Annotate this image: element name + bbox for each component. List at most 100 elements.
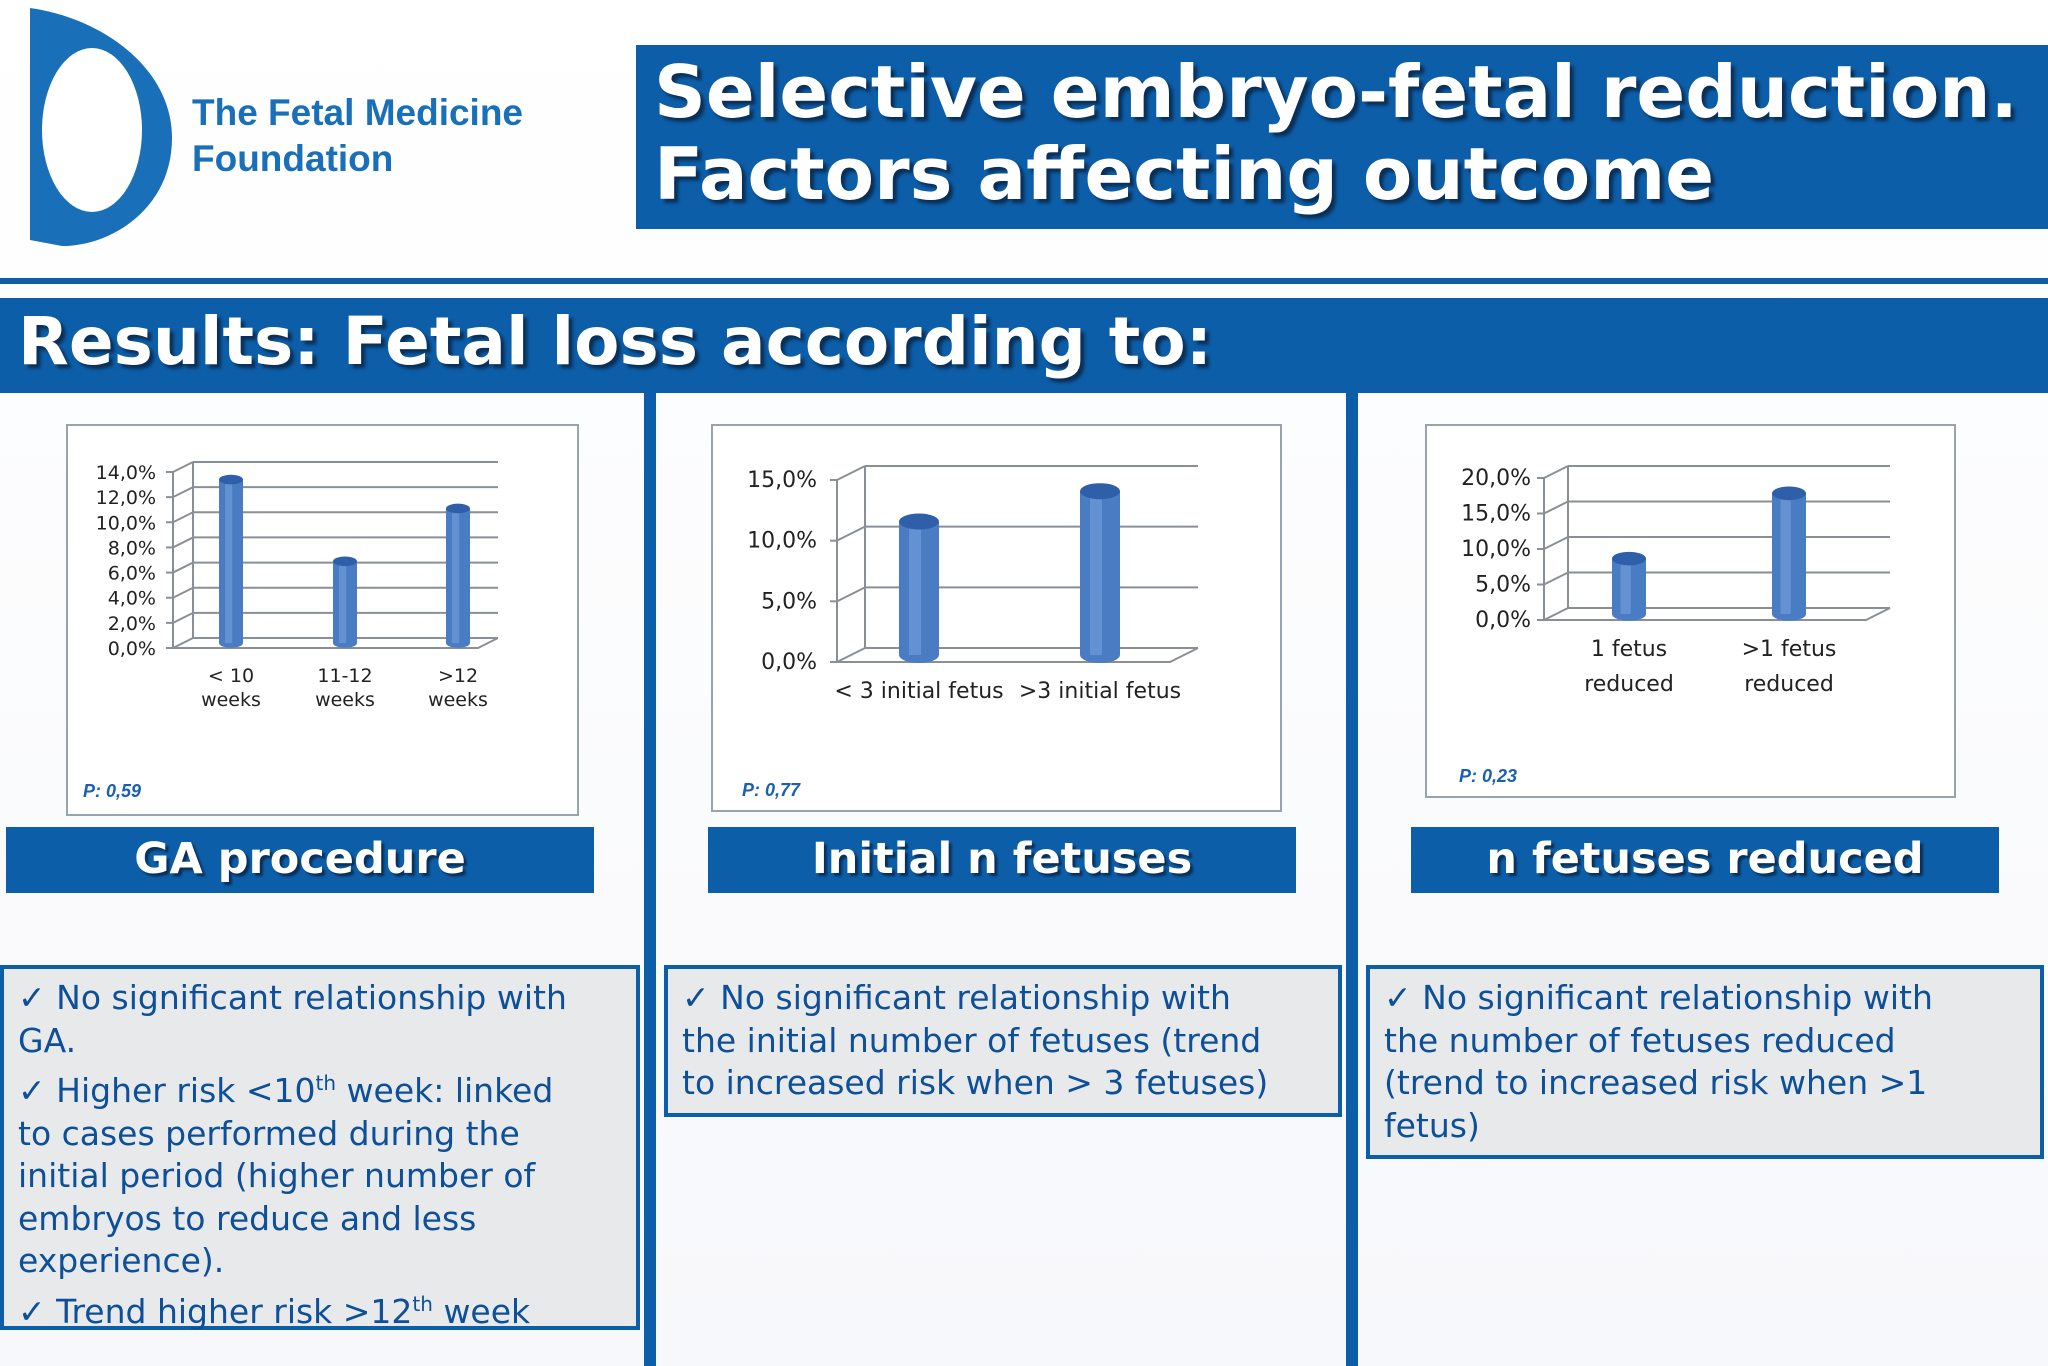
organization-name: The Fetal Medicine Foundation (192, 90, 572, 182)
bar-highlight (225, 479, 233, 643)
y-tick-label: 4,0% (108, 588, 156, 610)
bar (1612, 551, 1646, 621)
column-divider-2 (1346, 393, 1358, 1366)
notes-initial: ✓ No significant relationship with the i… (664, 965, 1342, 1117)
bar (446, 503, 470, 648)
slide-title: Selective embryo-fetal reduction. Factor… (636, 45, 2048, 229)
note-line: to increased risk when > 3 fetuses) (682, 1063, 1269, 1102)
bar-highlight (1090, 491, 1102, 655)
gridline-side (836, 647, 866, 663)
gridline-side (1543, 536, 1569, 550)
category-label: weeks (315, 689, 375, 711)
y-tick-label: 15,0% (1461, 502, 1531, 527)
note-line: (trend to increased risk when >1 (1384, 1063, 1928, 1102)
y-tick-label: 5,0% (761, 589, 817, 614)
gridline-side (172, 561, 194, 574)
results-heading-bar: Results: Fetal loss according to: (0, 298, 2048, 393)
x-axis-floor (837, 647, 1199, 663)
y-tick-label: 0,0% (108, 638, 156, 660)
notes-ga: ✓ No significant relationship with GA. ✓… (0, 965, 640, 1331)
label-initial-fetuses: Initial n fetuses (708, 827, 1296, 893)
y-tick-label: 0,0% (1475, 608, 1531, 633)
note-line: experience). (18, 1241, 225, 1280)
bar (219, 474, 243, 648)
gridline-side (1543, 571, 1569, 586)
y-tick-label: 10,0% (747, 529, 817, 554)
category-label: < 3 initial fetus (834, 679, 1003, 704)
category-label: 1 fetus (1591, 637, 1667, 662)
bar-top (899, 513, 939, 530)
y-tick-label: 8,0% (108, 537, 156, 559)
results-heading: Results: Fetal loss according to: (18, 303, 1213, 380)
gridline-side (836, 586, 866, 603)
note-line: the number of fetuses reduced (1384, 1020, 1896, 1060)
category-label: weeks (428, 689, 488, 711)
gridline-side (1543, 607, 1569, 621)
bar-top (1612, 551, 1646, 566)
y-tick-label: 10,0% (1461, 537, 1531, 562)
ga-chart: 0,0%2,0%4,0%6,0%8,0%10,0%12,0%14,0%< 10w… (96, 461, 499, 711)
gridline-side (836, 525, 866, 542)
gridline-side (172, 461, 194, 473)
y-tick-label: 5,0% (1475, 573, 1531, 598)
note-line: GA. (18, 1020, 77, 1060)
bar-top (333, 556, 357, 567)
p-value-reduced: P: 0,23 (1459, 766, 1518, 786)
note-text: week: linked (336, 1071, 554, 1110)
chart-panel-initial: 0,0% 5,0% 10,0% 15,0% < 3 initial fetus >3 in… (711, 424, 1282, 812)
note-line: ✓ No significant relationship with (682, 978, 1231, 1017)
p-value-ga: P: 0,59 (83, 781, 142, 801)
note-line: initial period (higher number of (18, 1156, 536, 1195)
bar-top (1772, 486, 1806, 501)
x-axis-floor (173, 637, 499, 649)
title-line-1: Selective embryo-fetal reduction. (654, 50, 2018, 134)
note-line: embryos to reduce and less (18, 1198, 477, 1238)
p-value-initial: P: 0,77 (742, 780, 801, 800)
bar-top (219, 474, 243, 485)
org-line-1: The Fetal Medicine (192, 92, 524, 133)
bar (899, 513, 939, 663)
category-label: weeks (201, 689, 261, 711)
bar-top (446, 503, 470, 514)
bar (333, 556, 357, 648)
title-line-2: Factors affecting outcome (654, 132, 1715, 216)
y-tick-label: 14,0% (96, 462, 156, 484)
x-axis-floor (1544, 607, 1891, 621)
gridline-side (836, 465, 866, 481)
column-divider-1 (644, 393, 656, 1366)
reduced-fetuses-chart: 0,0% 5,0% 10,0% 15,0% 20,0% 1 fetus reduced >1 … (1461, 465, 1891, 697)
category-label: >3 initial fetus (1019, 679, 1181, 704)
gridline-side (1543, 500, 1569, 515)
category-label: 11-12 (317, 665, 372, 687)
gridline-side (172, 511, 194, 524)
note-line: ✓ Trend higher risk >12th week (18, 1283, 624, 1334)
category-label: >1 fetus (1742, 637, 1837, 662)
category-label: reduced (1744, 672, 1834, 697)
category-label: reduced (1584, 672, 1674, 697)
note-text: ✓ Higher risk <10 (18, 1071, 316, 1110)
chart-panel-ga: 0,0% 2,0% 4,0% 6,0% 8,0% 10,0% 12,0% 14,0% < 10 w… (66, 424, 579, 816)
chart-panel-reduced: 0,0% 5,0% 10,0% 15,0% 20,0% 1 fetus reduced >1 … (1425, 424, 1956, 798)
notes-reduced: ✓ No significant relationship with the n… (1366, 965, 2044, 1159)
y-tick-label: 0,0% (761, 650, 817, 675)
superscript: th (412, 1291, 433, 1316)
y-tick-label: 12,0% (96, 487, 156, 509)
note-text: ✓ Trend higher risk >12 (18, 1291, 413, 1331)
note-line: fetus) (1384, 1105, 1480, 1145)
gridline-side (1543, 465, 1569, 479)
y-tick-label: 10,0% (96, 512, 156, 534)
note-line: to cases performed during the (18, 1113, 520, 1153)
gridline-side (172, 611, 194, 624)
fmf-logo (22, 8, 182, 248)
bar-highlight (1620, 558, 1631, 614)
bar (1772, 486, 1806, 621)
y-tick-label: 2,0% (108, 613, 156, 635)
label-ga-procedure: GA procedure (6, 827, 594, 893)
category-label: < 10 (208, 665, 254, 687)
gridline-side (172, 536, 194, 549)
bar-highlight (452, 508, 460, 643)
bar-highlight (909, 521, 921, 655)
note-line: the initial number of fetuses (trend (682, 1020, 1262, 1060)
y-tick-label: 6,0% (108, 563, 156, 585)
category-label: >12 (438, 665, 478, 687)
